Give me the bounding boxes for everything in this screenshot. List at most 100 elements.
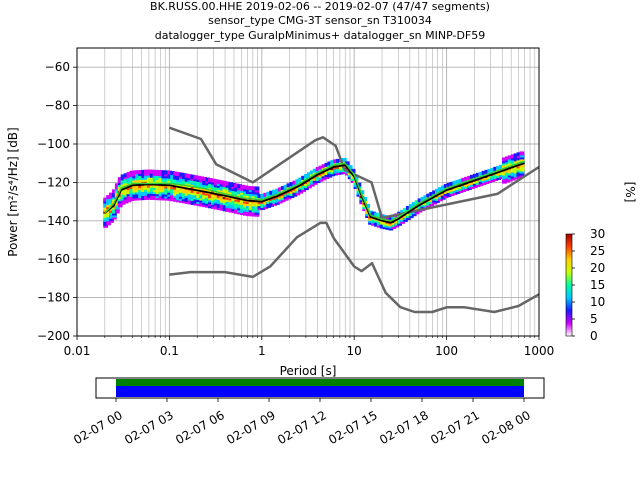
density-cell	[146, 193, 152, 198]
density-cell	[484, 177, 490, 182]
density-cell	[208, 198, 213, 203]
density-cell	[176, 188, 181, 193]
density-cell	[141, 175, 146, 180]
density-cell	[149, 195, 155, 200]
density-cell	[190, 180, 196, 185]
density-cell	[373, 218, 379, 223]
density-cell	[298, 179, 304, 184]
density-cell	[499, 174, 504, 179]
density-cell	[193, 177, 199, 182]
density-cell	[321, 166, 327, 171]
density-cell	[516, 172, 522, 177]
density-cell	[120, 200, 126, 205]
density-cell	[440, 185, 446, 190]
density-cell	[327, 161, 333, 166]
density-cell	[178, 196, 184, 201]
density-cell	[155, 176, 161, 181]
density-cell	[464, 176, 469, 181]
density-cell	[324, 170, 330, 175]
density-cell	[228, 190, 234, 195]
density-cell	[106, 199, 111, 204]
density-cell	[304, 184, 309, 189]
density-cell	[251, 206, 257, 211]
density-cell	[333, 171, 339, 176]
density-cell	[158, 188, 164, 193]
density-cell	[123, 191, 129, 196]
density-cell	[234, 197, 240, 202]
density-cell	[490, 175, 496, 180]
density-cell	[210, 200, 216, 205]
density-cell	[135, 192, 141, 197]
density-cell	[307, 180, 312, 185]
density-cell	[202, 201, 208, 206]
density-cell	[132, 192, 138, 197]
density-cell	[504, 162, 510, 167]
coverage-tick-label: 02-07 15	[326, 408, 380, 447]
density-cell	[289, 181, 295, 186]
density-cell	[295, 187, 301, 192]
density-cell	[176, 196, 181, 201]
coverage-segments-bar	[116, 379, 524, 386]
density-cell	[219, 206, 225, 211]
density-cell	[437, 197, 443, 202]
density-cell	[111, 193, 117, 198]
density-cell	[228, 188, 234, 193]
density-cell	[123, 179, 129, 184]
density-cell	[216, 185, 222, 190]
density-cell	[272, 199, 277, 204]
density-cell	[315, 179, 321, 184]
density-cell	[117, 197, 123, 202]
density-cell	[231, 186, 237, 191]
density-cell	[432, 190, 437, 195]
density-cell	[248, 206, 254, 211]
density-cell	[315, 169, 321, 174]
density-cell	[149, 185, 155, 190]
density-cell	[219, 200, 225, 205]
density-cell	[301, 187, 306, 192]
density-cell	[135, 174, 141, 179]
density-cell	[298, 187, 304, 192]
density-cell	[260, 195, 266, 200]
density-cell	[237, 204, 242, 209]
x-tick-label: 0.01	[64, 344, 91, 358]
density-cell	[103, 205, 109, 210]
density-cell	[132, 180, 138, 185]
density-cell	[222, 207, 228, 212]
density-cell	[507, 155, 513, 160]
density-cell	[315, 177, 321, 182]
density-cell	[216, 187, 222, 192]
density-cell	[225, 185, 231, 190]
density-cell	[199, 178, 205, 183]
density-cell	[231, 203, 237, 208]
density-cell	[356, 182, 362, 187]
density-cell	[109, 208, 114, 213]
density-cell	[167, 180, 173, 185]
density-cell	[222, 189, 228, 194]
density-cell	[141, 192, 146, 197]
density-cell	[487, 176, 493, 181]
density-cell	[170, 171, 176, 176]
density-cell	[111, 191, 117, 196]
density-cell	[216, 202, 222, 207]
y-tick-label: −180	[37, 291, 70, 305]
density-cell	[458, 188, 464, 193]
density-cell	[312, 180, 318, 185]
density-cell	[178, 174, 184, 179]
density-cell	[242, 205, 248, 210]
density-cell	[167, 188, 173, 193]
density-cell	[350, 174, 356, 179]
density-cell	[493, 172, 499, 177]
y-tick-label: −60	[45, 60, 70, 74]
density-cell	[208, 202, 213, 207]
density-cell	[199, 184, 205, 189]
density-cell	[176, 178, 181, 183]
density-cell	[208, 182, 213, 187]
density-cell	[109, 200, 114, 205]
density-cell	[487, 178, 493, 183]
density-cell	[403, 207, 408, 212]
density-cell	[117, 199, 123, 204]
density-cell	[228, 204, 234, 209]
density-cell	[213, 187, 219, 192]
density-cell	[440, 195, 446, 200]
density-cell	[205, 181, 210, 186]
